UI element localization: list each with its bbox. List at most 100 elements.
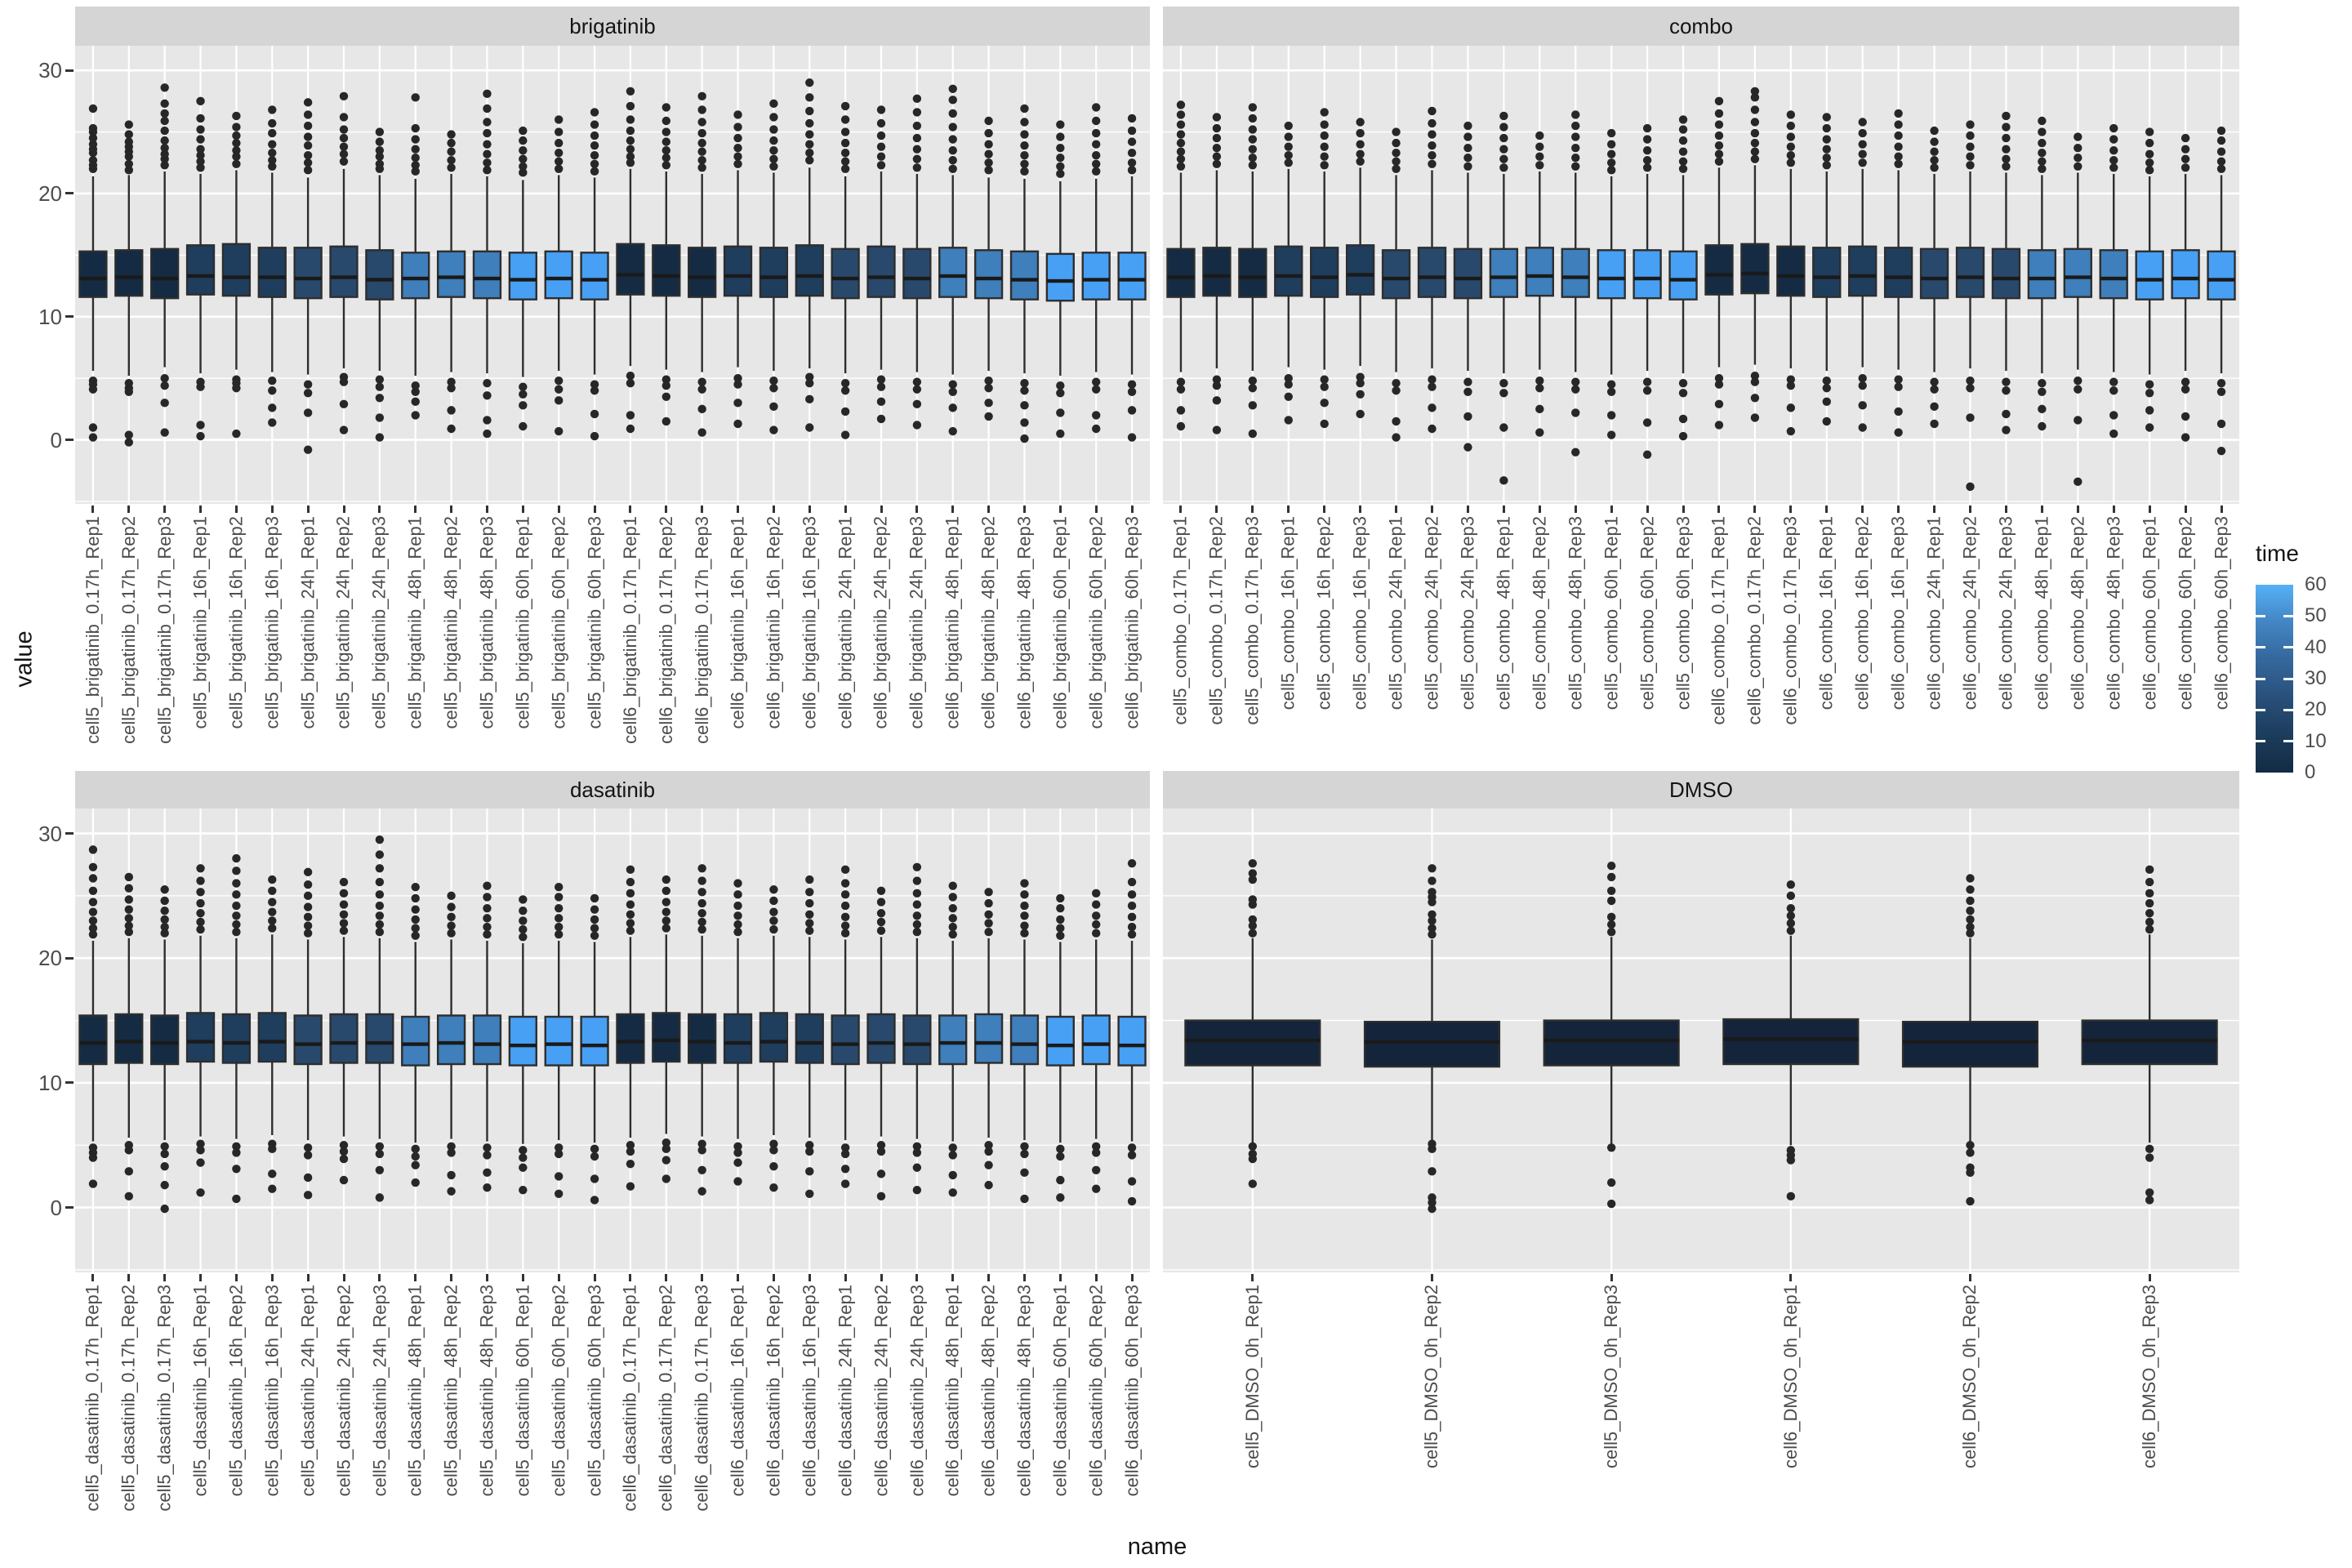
x-tick: [1287, 506, 1290, 513]
outlier-dot: [1678, 164, 1688, 174]
outlier-dot: [1930, 147, 1939, 156]
outlier-dot: [2145, 877, 2154, 887]
x-axis-labels-combo: cell5_combo_0.17h_Rep1 cell5_combo_0.17h_…: [1163, 516, 2239, 777]
boxplot-box: [1417, 247, 1447, 298]
x-tick: [1094, 1274, 1098, 1281]
outlier-dot: [1930, 163, 1939, 172]
x-tick-label: cell5_brigatinib_24h_Rep3: [368, 516, 390, 729]
outlier-dot: [375, 433, 385, 442]
outlier-dot: [2180, 433, 2190, 442]
facet-strip-title: DMSO: [1669, 777, 1733, 802]
x-tick: [485, 1274, 488, 1281]
boxplot-median: [1011, 1042, 1038, 1046]
boxplot-median: [581, 278, 608, 282]
x-tick-label: cell5_DMSO_0h_Rep3: [1601, 1285, 1622, 1469]
outlier-dot: [1392, 379, 1401, 388]
outlier-dot: [411, 882, 420, 892]
boxplot-cell6_combo_60h_Rep3: [2207, 126, 2236, 456]
boxplot-median: [1046, 278, 1074, 283]
outlier-dot: [2145, 1153, 2154, 1162]
outlier-dot: [840, 912, 850, 922]
outlier-dot: [124, 905, 133, 914]
outlier-dot: [160, 109, 169, 118]
outlier-dot: [590, 108, 599, 117]
legend-bar-tick: [2256, 677, 2265, 680]
outlier-dot: [1056, 1175, 1065, 1185]
boxplot-cell6_DMSO_0h_Rep3: [2081, 865, 2218, 1205]
outlier-dot: [805, 118, 814, 128]
outlier-dot: [339, 910, 349, 919]
boxplot-cell5_dasatinib_60h_Rep3: [580, 893, 609, 1205]
x-tick-label: cell6_brigatinib_0.17h_Rep2: [655, 516, 676, 744]
outlier-dot: [268, 140, 277, 149]
x-tick: [629, 1274, 632, 1281]
boxplot-median: [939, 274, 967, 278]
outlier-dot: [1642, 156, 1652, 165]
outlier-dot: [2216, 126, 2226, 136]
boxplot-box: [1489, 247, 1519, 298]
outlier-dot: [555, 396, 564, 405]
outlier-dot: [160, 1149, 169, 1159]
outlier-dot: [1678, 414, 1688, 424]
boxplot-cell6_dasatinib_16h_Rep2: [759, 885, 789, 1192]
x-tick: [987, 506, 991, 513]
legend-tick-label: 30: [2305, 667, 2327, 689]
outlier-dot: [339, 113, 349, 122]
x-tick-label: cell6_combo_16h_Rep2: [1851, 516, 1873, 710]
outlier-dot: [984, 376, 993, 385]
outlier-dot: [1428, 1204, 1437, 1214]
outlier-dot: [1571, 377, 1580, 386]
outlier-dot: [1127, 922, 1137, 932]
outlier-dot: [733, 110, 742, 119]
outlier-dot: [1750, 377, 1760, 386]
x-tick-label: cell5_combo_16h_Rep1: [1277, 516, 1298, 710]
boxplot-cell5_brigatinib_16h_Rep2: [221, 111, 252, 439]
outlier-dot: [876, 397, 886, 407]
legend-tick-label: 0: [2305, 761, 2316, 783]
x-tick: [521, 506, 524, 513]
boxplot-median: [2136, 278, 2163, 282]
boxplot-box: [365, 1013, 394, 1064]
boxplot-box: [1848, 245, 1878, 297]
boxplot-median: [1167, 275, 1195, 279]
outlier-dot: [1248, 1179, 1258, 1188]
outlier-dot: [1571, 162, 1580, 171]
outlier-dot: [1320, 142, 1329, 151]
boxplot-box: [1202, 247, 1232, 297]
outlier-dot: [339, 425, 349, 434]
boxplot-box: [257, 1012, 287, 1063]
outlier-dot: [1212, 396, 1222, 405]
x-tick-label: cell6_dasatinib_24h_Rep2: [871, 1285, 891, 1497]
outlier-dot: [590, 151, 599, 160]
outlier-dot: [1714, 131, 1724, 140]
outlier-dot: [1535, 376, 1544, 385]
boxplot-median: [545, 1042, 572, 1046]
outlier-dot: [1428, 375, 1437, 384]
outlier-dot: [1320, 382, 1329, 391]
outlier-dot: [2180, 377, 2190, 386]
facet-panel-combo: [1163, 46, 2239, 504]
boxplot-box: [938, 247, 968, 298]
outlier-dot: [662, 1138, 670, 1147]
outlier-dot: [1858, 140, 1867, 149]
x-tick: [1094, 506, 1098, 513]
outlier-dot: [483, 391, 492, 400]
outlier-dot: [1642, 135, 1652, 144]
boxplot-median: [724, 274, 751, 278]
outlier-dot: [1714, 380, 1724, 389]
x-tick-label: cell6_combo_0.17h_Rep2: [1744, 516, 1765, 725]
boxplot-box: [257, 247, 287, 298]
outlier-dot: [1428, 876, 1437, 885]
x-tick-label: cell5_combo_0.17h_Rep3: [1241, 516, 1263, 725]
outlier-dot: [2109, 386, 2118, 395]
outlier-dot: [1248, 869, 1258, 878]
outlier-dot: [2002, 386, 2011, 395]
outlier-dot: [411, 161, 420, 170]
outlier-dot: [769, 1183, 778, 1192]
outlier-dot: [984, 1141, 993, 1150]
outlier-dot: [1428, 424, 1437, 434]
y-tick: [65, 1206, 74, 1209]
outlier-dot: [555, 115, 564, 124]
outlier-dot: [590, 931, 599, 940]
outlier-dot: [912, 1148, 922, 1157]
